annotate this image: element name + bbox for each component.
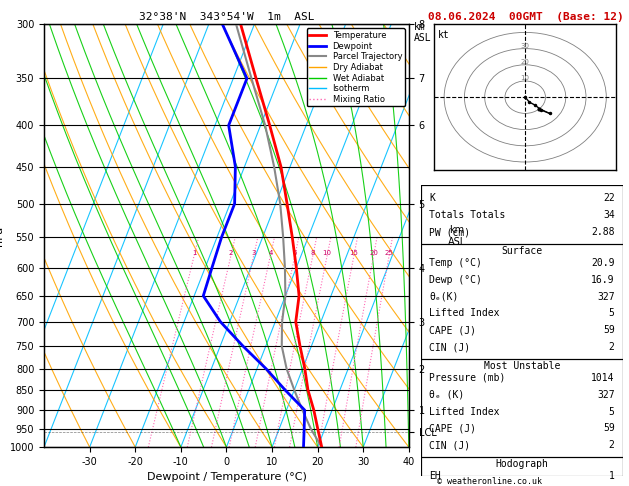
Text: Most Unstable: Most Unstable (484, 361, 560, 371)
Text: 5: 5 (609, 309, 615, 318)
Text: 2: 2 (229, 250, 233, 256)
Text: 6: 6 (292, 250, 297, 256)
Y-axis label: km
ASL: km ASL (448, 225, 466, 246)
Text: Lifted Index: Lifted Index (430, 406, 500, 417)
Text: CIN (J): CIN (J) (430, 342, 470, 352)
Text: 2: 2 (609, 440, 615, 451)
Text: CIN (J): CIN (J) (430, 440, 470, 451)
Text: 5: 5 (609, 406, 615, 417)
Text: 327: 327 (597, 292, 615, 301)
Text: 1: 1 (192, 250, 196, 256)
Text: 34: 34 (603, 210, 615, 220)
Text: 20.9: 20.9 (591, 258, 615, 268)
Text: kt: kt (438, 30, 449, 40)
Text: 30: 30 (521, 43, 530, 49)
Text: Temp (°C): Temp (°C) (430, 258, 482, 268)
Text: K: K (430, 193, 435, 204)
Text: 59: 59 (603, 423, 615, 434)
Text: 08.06.2024  00GMT  (Base: 12): 08.06.2024 00GMT (Base: 12) (428, 12, 623, 22)
Text: Totals Totals: Totals Totals (430, 210, 506, 220)
Text: 2: 2 (609, 342, 615, 352)
Text: 10: 10 (521, 75, 530, 81)
Text: 20: 20 (369, 250, 378, 256)
Text: Surface: Surface (501, 245, 543, 256)
Legend: Temperature, Dewpoint, Parcel Trajectory, Dry Adiabat, Wet Adiabat, Isotherm, Mi: Temperature, Dewpoint, Parcel Trajectory… (307, 29, 404, 106)
X-axis label: Dewpoint / Temperature (°C): Dewpoint / Temperature (°C) (147, 472, 306, 483)
Text: PW (cm): PW (cm) (430, 227, 470, 237)
Text: 22: 22 (603, 193, 615, 204)
Text: 20: 20 (521, 59, 530, 65)
Text: 1014: 1014 (591, 373, 615, 382)
Text: 3: 3 (252, 250, 256, 256)
Text: 1: 1 (609, 471, 615, 481)
Text: 59: 59 (603, 325, 615, 335)
Text: 15: 15 (350, 250, 359, 256)
Text: 8: 8 (311, 250, 315, 256)
Text: 16.9: 16.9 (591, 275, 615, 285)
Text: EH: EH (430, 471, 441, 481)
Text: Hodograph: Hodograph (496, 459, 548, 469)
Text: km
ASL: km ASL (414, 22, 431, 43)
Text: © weatheronline.co.uk: © weatheronline.co.uk (437, 477, 542, 486)
Text: CAPE (J): CAPE (J) (430, 423, 477, 434)
Text: θₑ(K): θₑ(K) (430, 292, 459, 301)
Text: θₑ (K): θₑ (K) (430, 390, 465, 399)
Text: 4: 4 (268, 250, 272, 256)
Text: 25: 25 (385, 250, 394, 256)
Text: Lifted Index: Lifted Index (430, 309, 500, 318)
Y-axis label: hPa: hPa (0, 226, 4, 246)
Text: 2.88: 2.88 (591, 227, 615, 237)
Text: Pressure (mb): Pressure (mb) (430, 373, 506, 382)
Text: CAPE (J): CAPE (J) (430, 325, 477, 335)
Title: 32°38'N  343°54'W  1m  ASL: 32°38'N 343°54'W 1m ASL (138, 12, 314, 22)
Text: Dewp (°C): Dewp (°C) (430, 275, 482, 285)
Text: 327: 327 (597, 390, 615, 399)
Text: 10: 10 (323, 250, 331, 256)
